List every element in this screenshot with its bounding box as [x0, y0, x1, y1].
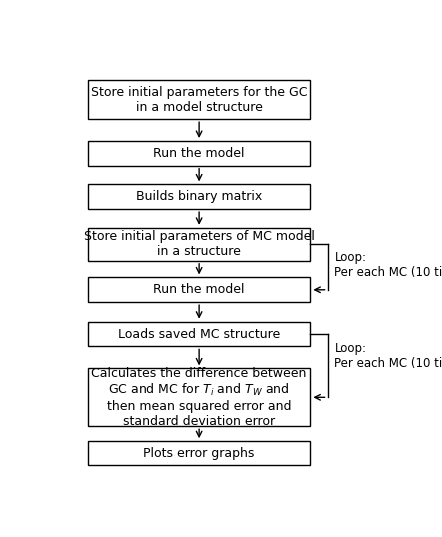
- Text: Loop:
Per each MC (10 times): Loop: Per each MC (10 times): [335, 342, 442, 370]
- Bar: [88, 80, 310, 119]
- Bar: [88, 322, 310, 346]
- Text: Calculates the difference between
GC and MC for $T_i$ and $T_W$ and
then mean sq: Calculates the difference between GC and…: [91, 367, 307, 428]
- Bar: [88, 184, 310, 209]
- Bar: [88, 368, 310, 426]
- Text: Builds binary matrix: Builds binary matrix: [136, 190, 262, 204]
- Bar: [88, 278, 310, 302]
- Text: Loop:
Per each MC (10 times): Loop: Per each MC (10 times): [335, 251, 442, 279]
- Bar: [88, 141, 310, 166]
- Text: Loads saved MC structure: Loads saved MC structure: [118, 328, 280, 340]
- Text: Store initial parameters of MC model
in a structure: Store initial parameters of MC model in …: [84, 230, 315, 258]
- Text: Store initial parameters for the GC
in a model structure: Store initial parameters for the GC in a…: [91, 85, 307, 114]
- Bar: [88, 441, 310, 465]
- Text: Run the model: Run the model: [153, 284, 245, 296]
- Text: Plots error graphs: Plots error graphs: [144, 447, 255, 460]
- Text: Run the model: Run the model: [153, 147, 245, 160]
- Bar: [88, 228, 310, 261]
